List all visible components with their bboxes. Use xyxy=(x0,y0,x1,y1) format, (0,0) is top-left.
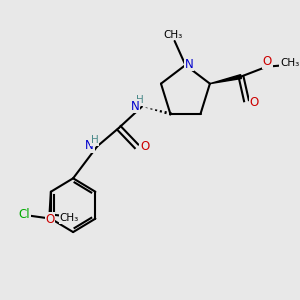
Text: O: O xyxy=(140,140,149,153)
Text: H: H xyxy=(91,135,98,145)
Text: O: O xyxy=(45,213,55,226)
Text: N: N xyxy=(185,58,194,71)
Polygon shape xyxy=(210,75,242,84)
Text: N: N xyxy=(131,100,140,112)
Text: CH₃: CH₃ xyxy=(280,58,299,68)
Text: CH₃: CH₃ xyxy=(59,213,79,223)
Text: H: H xyxy=(136,95,144,105)
Text: O: O xyxy=(249,96,259,109)
Text: CH₃: CH₃ xyxy=(164,30,183,40)
Text: Cl: Cl xyxy=(19,208,30,221)
Text: N: N xyxy=(85,139,94,152)
Text: O: O xyxy=(263,55,272,68)
